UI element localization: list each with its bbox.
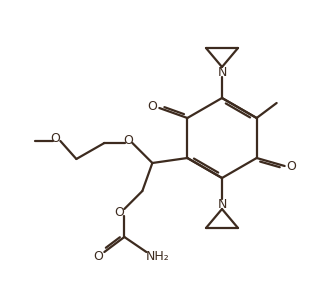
Text: NH₂: NH₂	[145, 249, 169, 262]
Text: O: O	[50, 132, 60, 145]
Text: O: O	[147, 101, 157, 114]
Text: O: O	[123, 134, 133, 147]
Text: N: N	[217, 197, 227, 210]
Text: O: O	[114, 205, 124, 218]
Text: N: N	[217, 66, 227, 79]
Text: O: O	[287, 160, 297, 173]
Text: O: O	[93, 249, 103, 262]
